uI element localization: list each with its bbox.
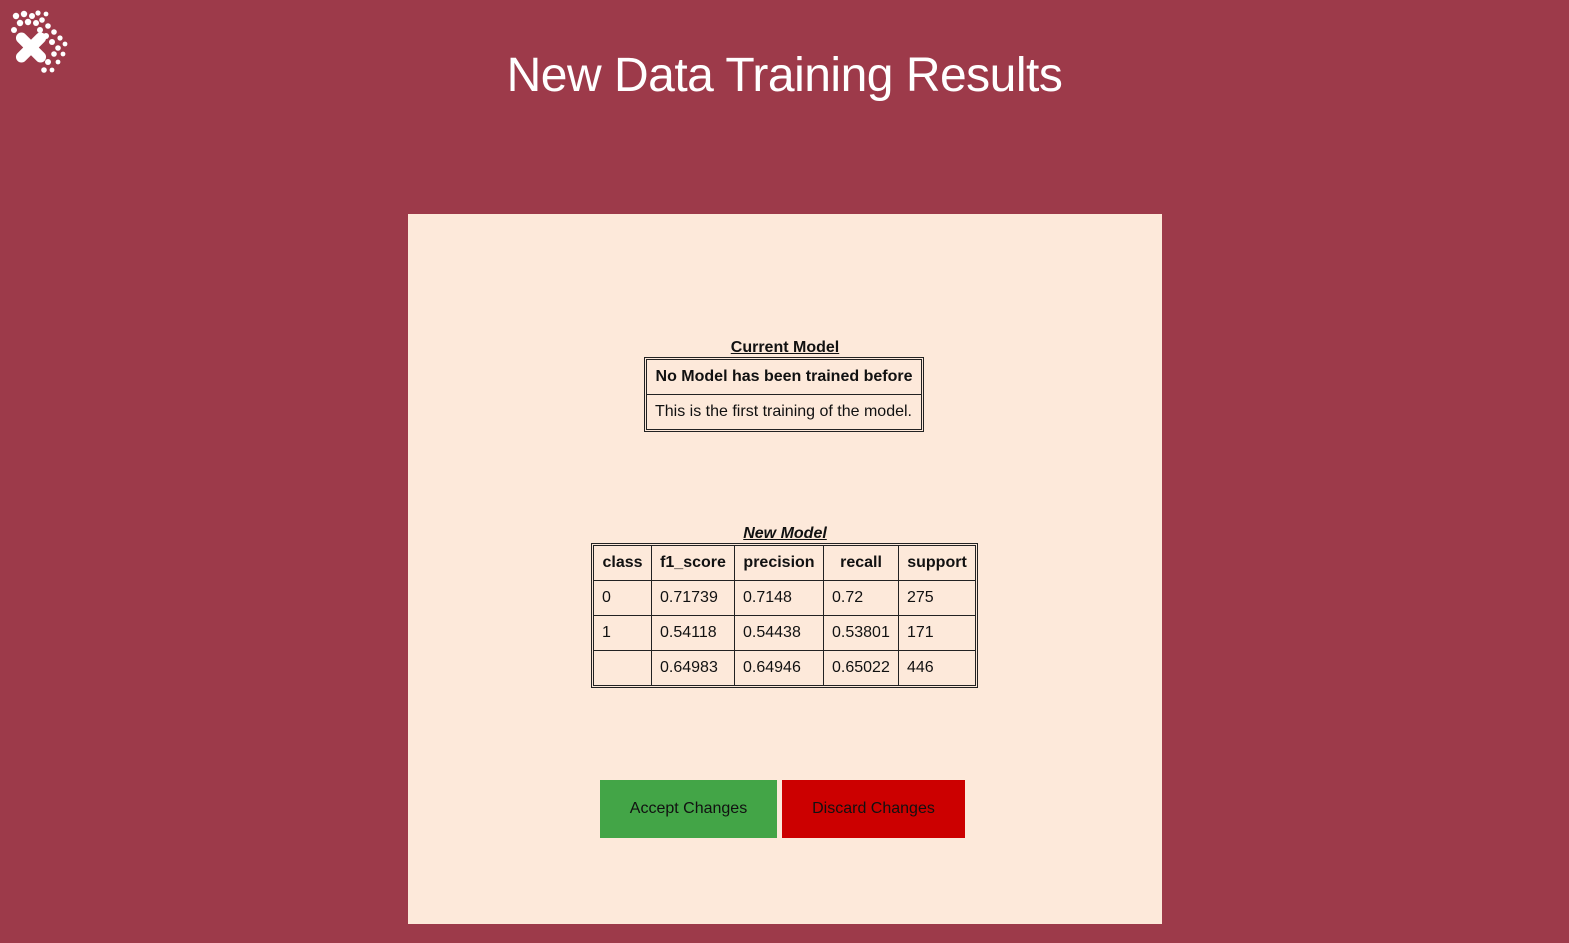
results-panel: Current Model No Model has been trained … (408, 214, 1162, 924)
cell-recall: 0.53801 (824, 616, 899, 651)
current-model-heading: No Model has been trained before (647, 360, 921, 395)
cell-f1-score: 0.64983 (652, 651, 735, 685)
cell-precision: 0.64946 (735, 651, 824, 685)
table-row: No Model has been trained before (647, 360, 921, 395)
page-title: New Data Training Results (506, 49, 1063, 102)
column-header-support: support (899, 546, 975, 581)
cell-class: 1 (594, 616, 652, 651)
cell-recall: 0.65022 (824, 651, 899, 685)
current-model-caption: Current Model (730, 339, 840, 356)
column-header-class: class (594, 546, 652, 581)
cell-class: 0 (594, 581, 652, 616)
cell-precision: 0.54438 (735, 616, 824, 651)
column-header-f1-score: f1_score (652, 546, 735, 581)
discard-changes-button[interactable]: Discard Changes (782, 780, 965, 838)
accept-changes-button[interactable]: Accept Changes (600, 780, 777, 838)
current-model-message: This is the first training of the model. (655, 403, 912, 420)
cell-recall: 0.72 (824, 581, 899, 616)
cell-support: 275 (899, 581, 975, 616)
column-header-precision: precision (735, 546, 824, 581)
cell-precision: 0.7148 (735, 581, 824, 616)
new-model-caption: New Model (743, 525, 827, 542)
cross-dots-logo-icon (11, 10, 68, 73)
table-row: 1 0.54118 0.54438 0.53801 171 (594, 616, 975, 651)
column-header-recall: recall (824, 546, 899, 581)
cell-support: 171 (899, 616, 975, 651)
table-row: 0.64983 0.64946 0.65022 446 (594, 651, 975, 685)
table-row: 0 0.71739 0.7148 0.72 275 (594, 581, 975, 616)
table-row: This is the first training of the model. (647, 395, 921, 429)
table-header-row: class f1_score precision recall support (594, 546, 975, 581)
cell-f1-score: 0.54118 (652, 616, 735, 651)
new-model-table: class f1_score precision recall support … (591, 543, 978, 688)
cell-f1-score: 0.71739 (652, 581, 735, 616)
cell-support: 446 (907, 659, 934, 676)
cell-class (594, 651, 652, 685)
current-model-table: No Model has been trained before This is… (644, 357, 924, 432)
